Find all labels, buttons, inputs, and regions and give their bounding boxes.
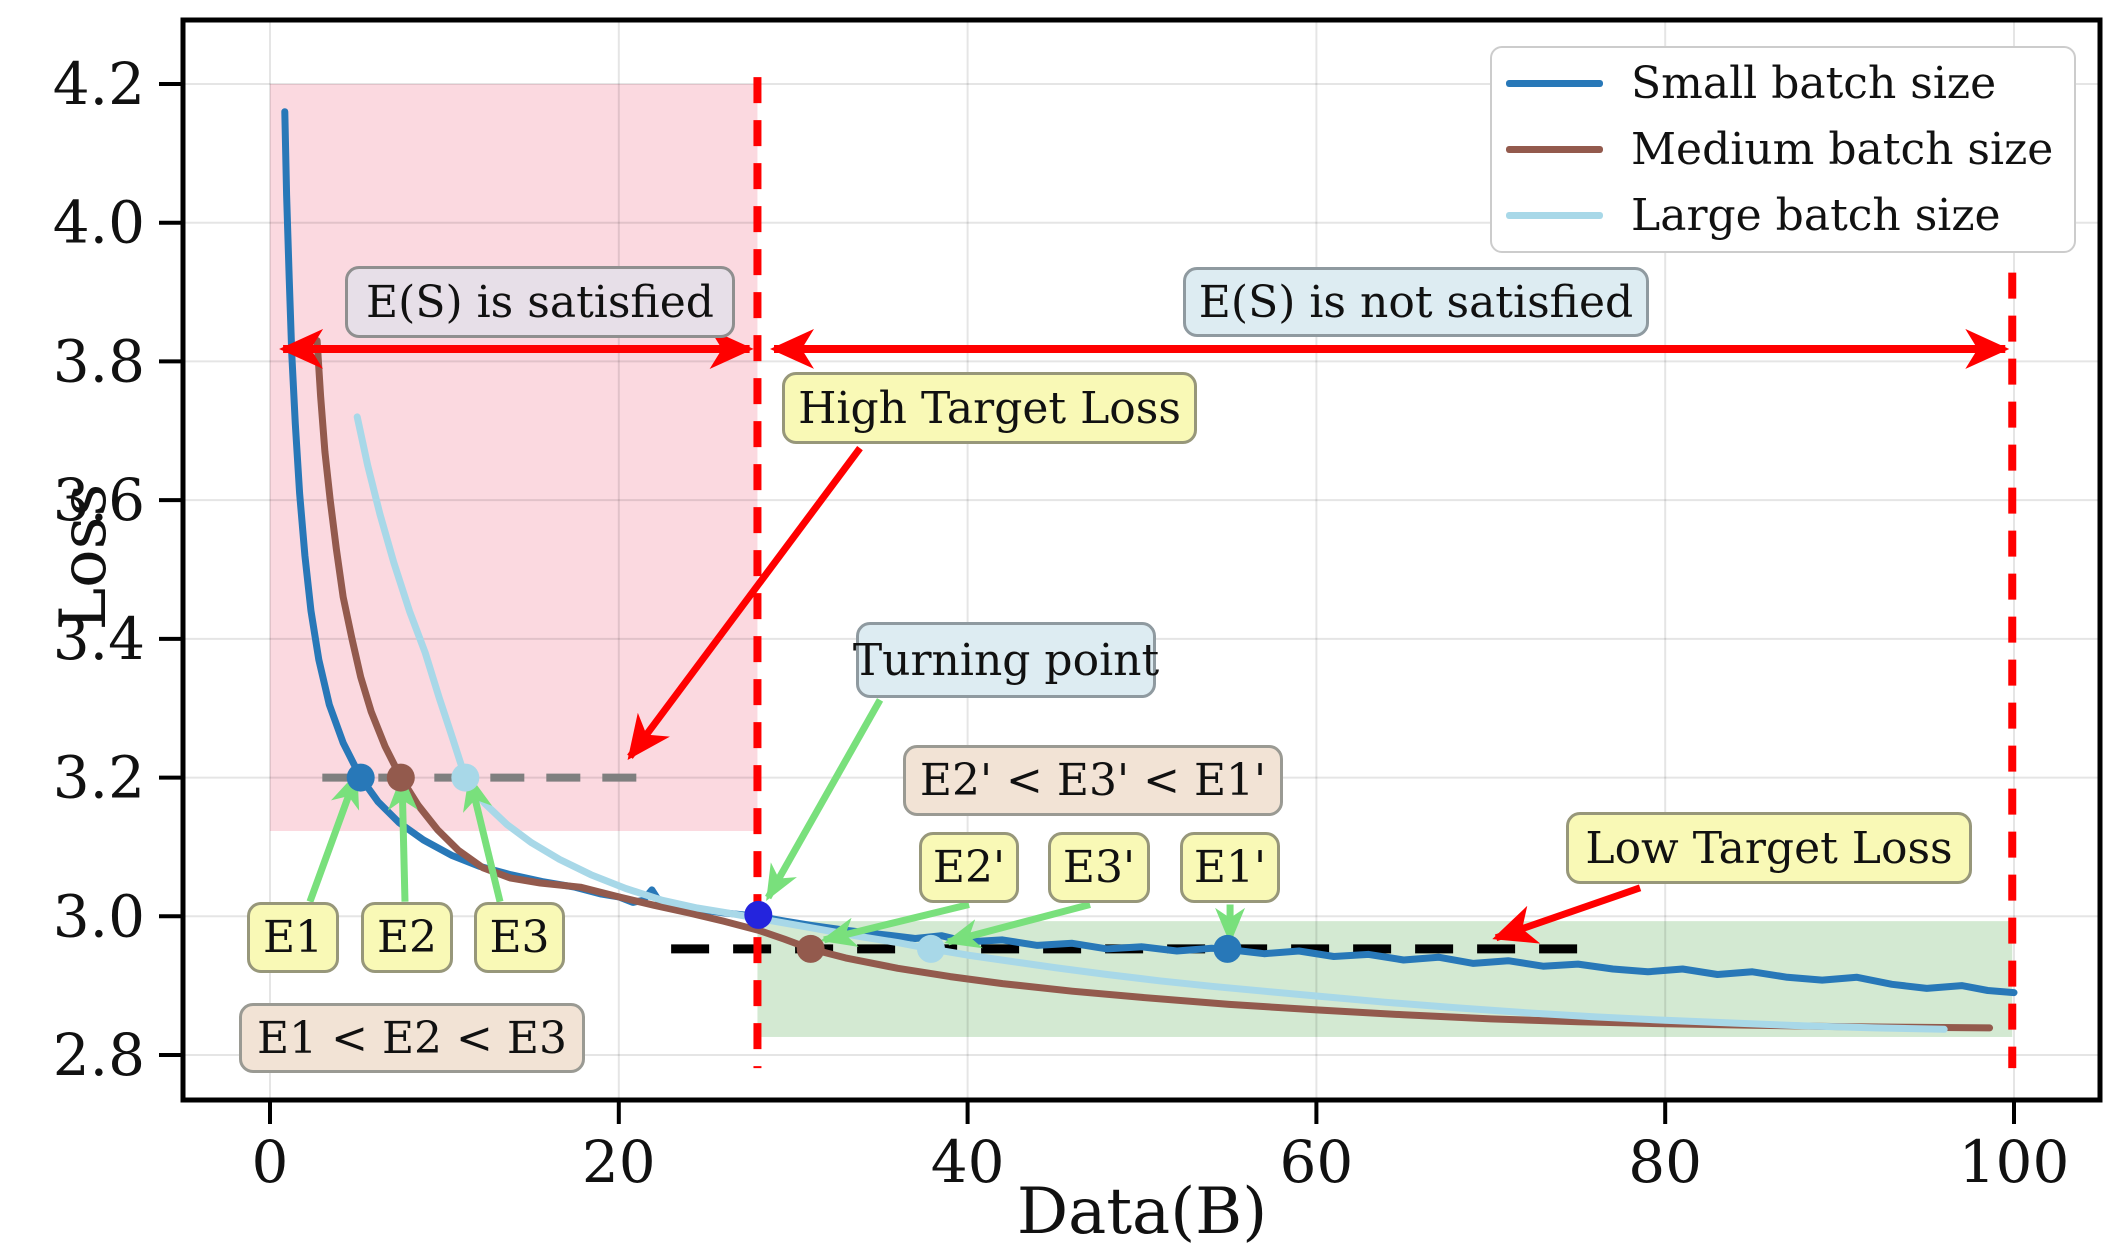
point-turning: [744, 900, 773, 929]
arrow-turning: [765, 698, 884, 902]
y-axis-title: Loss: [47, 483, 121, 631]
svg-text:3.0: 3.0: [53, 882, 145, 950]
svg-text:60: 60: [1279, 1128, 1353, 1196]
svg-text:4.2: 4.2: [53, 50, 145, 118]
legend-swatch: [1506, 146, 1603, 153]
label-es-satisfied: E(S) is satisfied: [345, 266, 735, 338]
svg-text:3.8: 3.8: [53, 327, 145, 395]
label-e1: E1: [247, 902, 339, 973]
legend: Small batch size Medium batch size Large b…: [1490, 46, 2076, 253]
svg-text:4.0: 4.0: [53, 189, 145, 257]
label-e1-prime: E1': [1180, 832, 1280, 903]
arrow-e1: [306, 771, 360, 903]
svg-text:40: 40: [931, 1128, 1005, 1196]
label-e3: E3: [474, 902, 565, 973]
label-inequality: E1 < E2 < E3: [239, 1003, 585, 1073]
arrow-low-target: [1492, 884, 1642, 944]
svg-text:80: 80: [1628, 1128, 1702, 1196]
legend-label: Medium batch size: [1631, 123, 2054, 175]
svg-text:3.4: 3.4: [53, 605, 145, 673]
arrow-e2-prime: [820, 901, 970, 947]
legend-entry-large-batch-size: Large batch size: [1506, 190, 2060, 242]
legend-swatch: [1506, 212, 1603, 219]
label-es-not-satisfied: E(S) is not satisfied: [1183, 267, 1649, 337]
label-inequality-prime: E2' < E3' < E1': [903, 745, 1283, 816]
label-e2: E2: [361, 902, 453, 973]
legend-entry-medium-batch-size: Medium batch size: [1506, 124, 2060, 176]
svg-text:20: 20: [582, 1128, 656, 1196]
arrow-e3: [463, 774, 504, 903]
arrow-e2: [387, 774, 418, 902]
x-axis-title: Data(B): [1016, 1175, 1268, 1249]
point-e3-prime: [916, 934, 945, 963]
curve-medium-batch-size: [313, 337, 1994, 1032]
arrow-e3-prime: [944, 901, 1091, 949]
x-tick-labels: 0 20 40 60 80 100: [252, 1128, 2070, 1196]
point-e1: [346, 763, 375, 792]
svg-text:100: 100: [1959, 1128, 2070, 1196]
svg-text:2.8: 2.8: [53, 1021, 145, 1089]
plot-frame: [180, 17, 2103, 1103]
legend-swatch: [1506, 80, 1603, 87]
point-e2-prime: [796, 934, 825, 963]
svg-text:0: 0: [252, 1128, 289, 1196]
legend-label: Large batch size: [1631, 189, 2001, 241]
label-e2-prime: E2': [919, 832, 1019, 903]
high-loss-region: [270, 84, 758, 831]
label-low-target-loss: Low Target Loss: [1566, 812, 1972, 884]
arrow-high-target: [627, 446, 863, 760]
point-e2: [386, 763, 415, 792]
y-tick-labels: 2.8 3.0 3.2 3.4 3.6 3.8 4.0 4.2: [53, 50, 145, 1089]
legend-label: Small batch size: [1631, 57, 1997, 109]
label-e3-prime: E3': [1048, 832, 1150, 903]
svg-text:3.2: 3.2: [53, 744, 145, 812]
label-turning-point: Turning point: [853, 622, 1159, 698]
svg-text:3.6: 3.6: [53, 466, 145, 534]
legend-entry-small-batch-size: Small batch size: [1506, 58, 2060, 110]
tick-marks: [159, 82, 2016, 1124]
point-e3: [451, 763, 480, 792]
label-high-target-loss: High Target Loss: [782, 372, 1197, 444]
point-e1-prime: [1213, 934, 1242, 963]
